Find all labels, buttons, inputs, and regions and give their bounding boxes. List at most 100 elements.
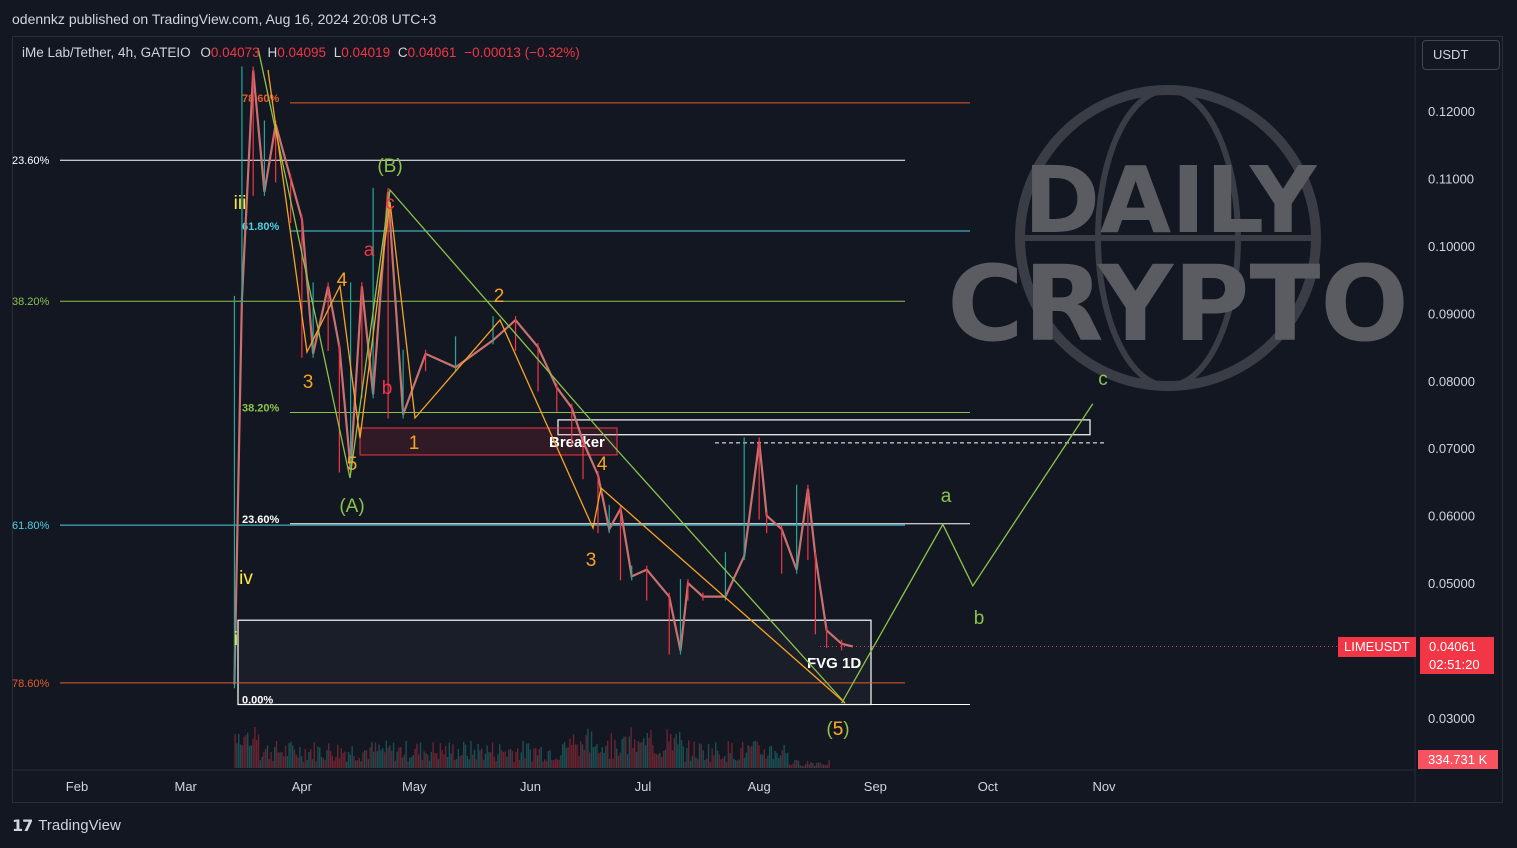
volume-bar <box>792 763 794 768</box>
volume-bar <box>529 749 532 768</box>
volume-bar <box>445 745 447 768</box>
volume-bar <box>292 745 294 768</box>
volume-bar <box>709 761 712 768</box>
volume-bar <box>477 743 479 768</box>
volume-bar <box>547 751 550 768</box>
volume-bar <box>801 766 803 768</box>
volume-bar <box>306 760 308 768</box>
volume-bar <box>391 750 393 768</box>
volume-bar <box>443 754 445 768</box>
wave-primary-line <box>257 47 846 704</box>
volume-bar <box>275 740 278 768</box>
volume-bar <box>329 751 332 768</box>
volume-bar <box>720 759 722 768</box>
volume-bar <box>607 740 609 768</box>
volume-bar <box>355 760 357 768</box>
wave-label: 1 <box>409 433 420 454</box>
volume-bar <box>765 758 767 768</box>
volume-bar <box>504 751 506 768</box>
volume-bar <box>344 751 346 768</box>
fib-label-right: 23.60% <box>242 514 280 526</box>
volume-bar <box>778 757 780 768</box>
x-tick-label: Oct <box>978 779 999 794</box>
volume-bar <box>328 743 330 768</box>
volume-bar <box>486 745 488 768</box>
price-series <box>233 66 1415 689</box>
fib-label-right: 38.20% <box>242 402 280 414</box>
volume-bar <box>823 764 825 768</box>
wave-label-minor: 4 <box>337 270 348 291</box>
volume-bar <box>632 748 634 768</box>
volume-bar <box>421 760 424 768</box>
y-tick-label: 0.12000 <box>1428 104 1475 119</box>
volume-bar <box>803 766 805 768</box>
volume-bar <box>284 745 287 768</box>
volume-bar <box>238 733 240 768</box>
volume-bar <box>770 745 773 768</box>
volume-bar <box>461 754 463 768</box>
price-line <box>233 70 854 685</box>
high-value: 0.04095 <box>277 45 327 60</box>
volume-bar <box>243 736 245 768</box>
volume-bar <box>569 738 571 768</box>
header-bar: odennkz published on TradingView.com, Au… <box>0 0 1517 36</box>
volume-bar <box>769 746 771 768</box>
volume-bar <box>493 756 496 768</box>
volume-bar <box>500 750 503 768</box>
fib-label-right: 61.80% <box>242 221 280 233</box>
volume-bar <box>272 760 274 768</box>
volume-bar <box>698 743 701 768</box>
symbol-name[interactable]: iMe Lab/Tether, 4h, GATEIO <box>22 45 191 60</box>
volume-bar <box>643 738 645 768</box>
volume-bar <box>785 753 787 768</box>
volume-bar <box>302 761 305 768</box>
volume-bar <box>608 758 611 768</box>
volume-bar <box>290 741 292 768</box>
volume-bar <box>756 741 758 768</box>
volume-bar <box>437 759 440 768</box>
volume-bar <box>743 757 746 768</box>
volume-bar <box>256 740 258 768</box>
volume-bar <box>524 758 526 768</box>
volume-bar <box>556 759 559 768</box>
volume-bar <box>374 742 377 768</box>
volume-bar <box>337 744 339 768</box>
volume-bar <box>677 744 679 768</box>
footer[interactable]: 17 TradingView <box>12 816 121 835</box>
volume-bar <box>464 744 467 768</box>
volume-bar <box>662 751 665 768</box>
volume-bar <box>459 755 461 768</box>
volume-bar <box>679 731 681 768</box>
volume-bar <box>308 751 310 768</box>
y-tick-label: 0.05000 <box>1428 576 1475 591</box>
volume-bar <box>491 742 494 768</box>
volume-bar <box>425 753 427 768</box>
volume-bar <box>239 744 242 768</box>
volume-bar <box>776 752 778 768</box>
volume-bar <box>805 764 807 768</box>
volume-bar <box>526 743 528 768</box>
y-tick-label: 0.03000 <box>1428 711 1475 726</box>
volume-bar <box>481 748 483 768</box>
volume-bar <box>299 746 301 768</box>
volume-bar <box>590 731 593 768</box>
volume-bar <box>401 757 404 768</box>
y-tick-label: 0.09000 <box>1428 306 1475 321</box>
volume-bar <box>587 728 589 768</box>
volume-bar <box>392 742 395 768</box>
volume-bar <box>247 732 249 768</box>
volume-bar <box>670 734 672 768</box>
volume-bar <box>560 755 562 768</box>
volume-bar <box>517 748 519 768</box>
volume-bar <box>439 743 442 768</box>
currency-button[interactable]: USDT <box>1422 40 1500 70</box>
volume-bar <box>499 744 501 768</box>
symbol-legend[interactable]: iMe Lab/Tether, 4h, GATEIO O0.04073 H0.0… <box>22 45 580 60</box>
volume-bar <box>652 745 654 768</box>
volume-bar <box>693 741 695 768</box>
volume-bar <box>324 760 326 768</box>
volume-bar <box>706 758 708 768</box>
footer-brand[interactable]: TradingView <box>38 817 121 834</box>
fib-label-left: 78.60% <box>12 678 50 690</box>
